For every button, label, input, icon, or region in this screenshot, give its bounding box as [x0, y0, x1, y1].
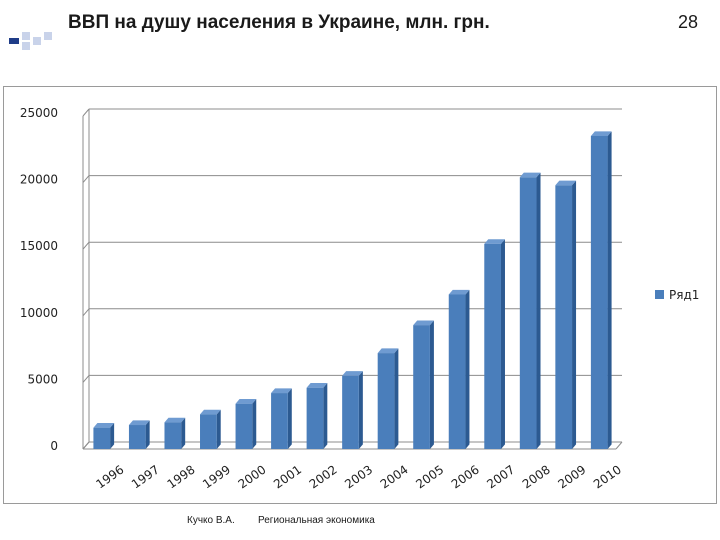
bar-top — [93, 423, 115, 428]
slide-title: ВВП на душу населения в Украине, млн. гр… — [68, 12, 490, 33]
bar-side — [500, 239, 505, 449]
gridline-slant — [82, 308, 90, 317]
bar — [484, 243, 501, 449]
x-tick-label: 2004 — [378, 462, 411, 491]
bar-side — [607, 131, 612, 449]
x-tick-label: 2003 — [342, 462, 375, 491]
bar — [590, 135, 608, 450]
y-tick-label: 20000 — [20, 173, 58, 187]
bar — [128, 425, 146, 449]
bar-side — [394, 348, 399, 449]
bar-top — [413, 320, 434, 326]
floor-edge-right — [615, 441, 623, 450]
bar-side — [252, 399, 257, 449]
bar-top — [128, 420, 150, 426]
bar-top — [200, 409, 221, 415]
x-tick-label: 2007 — [484, 462, 517, 491]
slide-number: 28 — [677, 12, 698, 32]
decorative-squares-icon — [9, 32, 52, 50]
bar — [377, 353, 395, 449]
bar-side — [358, 371, 363, 449]
bar-side — [145, 420, 150, 449]
bar-side — [429, 320, 434, 449]
bar-top — [164, 417, 186, 423]
legend-swatch — [655, 290, 664, 299]
gridline-slant — [82, 375, 90, 383]
bar — [164, 422, 182, 449]
bar-top — [342, 371, 363, 376]
gridline-slant — [82, 241, 90, 250]
bar — [306, 387, 324, 449]
bar — [519, 177, 537, 449]
x-tick-label: 2008 — [520, 462, 553, 491]
bar-side — [181, 417, 186, 449]
bar-top — [590, 131, 612, 136]
legend-label: Ряд1 — [669, 288, 699, 302]
bar — [200, 414, 217, 449]
footer-course: Региональная экономика — [258, 515, 375, 526]
bar — [235, 403, 253, 449]
bar-side — [536, 172, 541, 449]
x-tick-label: 1999 — [200, 462, 233, 491]
x-tick-label: 2000 — [236, 462, 269, 491]
x-tick-label: 1996 — [93, 462, 126, 491]
bar — [555, 185, 573, 449]
gridline-slant — [82, 108, 90, 117]
bar-top — [519, 172, 541, 178]
y-tick-label: 10000 — [20, 306, 58, 320]
bar-top — [306, 383, 328, 388]
bar-top — [377, 348, 399, 354]
bar — [271, 393, 288, 449]
bar-top — [235, 399, 257, 404]
bar-top — [484, 239, 505, 244]
bar-top — [448, 289, 470, 295]
x-tick-label: 2006 — [449, 462, 482, 491]
bar — [413, 325, 430, 449]
bar-side — [287, 388, 292, 449]
x-tick-label: 2005 — [413, 462, 446, 491]
bar-top — [271, 388, 292, 394]
bar-side — [465, 289, 470, 449]
y-tick-label: 25000 — [20, 106, 58, 120]
x-tick-label: 1998 — [165, 462, 198, 491]
y-tick-label: 0 — [50, 439, 58, 453]
bar — [93, 427, 111, 449]
x-tick-label: 2001 — [271, 462, 304, 491]
bar-side — [572, 180, 577, 449]
x-tick-label: 2002 — [307, 462, 340, 491]
x-tick-label: 2010 — [591, 462, 624, 491]
bar — [448, 294, 466, 449]
bar-side — [110, 423, 115, 449]
bar-side — [323, 383, 328, 449]
footer-author: Кучко В.А. — [187, 515, 235, 526]
x-tick-label: 1997 — [129, 462, 162, 491]
y-tick-label: 5000 — [27, 372, 58, 386]
y-tick-label: 15000 — [20, 239, 58, 253]
bar-side — [216, 409, 221, 449]
gridline-slant — [82, 441, 90, 450]
bar — [342, 375, 359, 449]
gridline-slant — [82, 175, 90, 183]
x-tick-label: 2009 — [555, 462, 588, 491]
bar-top — [555, 180, 577, 186]
